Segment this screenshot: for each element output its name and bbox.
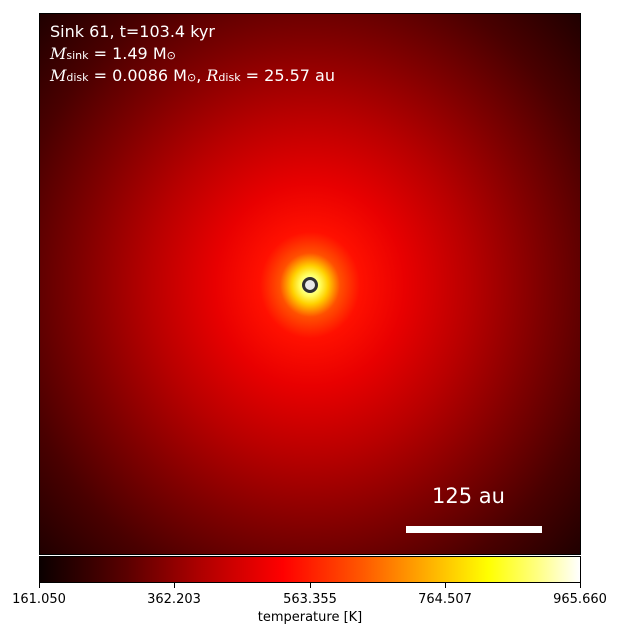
colorbar-label: temperature [K] (257, 610, 363, 625)
colorbar-tick (174, 583, 175, 588)
colorbar-tick-label: 161.050 (12, 592, 66, 607)
colorbar-tick-label: 764.507 (418, 592, 472, 607)
temperature-map: Sink 61, t=103.4 kyr Msink = 1.49 M⊙ Mdi… (39, 13, 581, 555)
colorbar (39, 556, 581, 583)
colorbar-tick (580, 583, 581, 588)
colorbar-tick (310, 583, 311, 588)
colorbar-tick-label: 965.660 (553, 592, 607, 607)
colorbar-tick-label: 362.203 (147, 592, 201, 607)
colorbar-tick (39, 583, 40, 588)
disk-properties: Mdisk = 0.0086 M⊙, Rdisk = 25.57 au (50, 66, 335, 85)
sink-id-time: Sink 61, t=103.4 kyr (50, 22, 215, 41)
colorbar-tick-label: 563.355 (283, 592, 337, 607)
scale-bar (406, 526, 542, 533)
scale-bar-label: 125 au (432, 484, 505, 508)
colorbar-tick (445, 583, 446, 588)
sink-mass: Msink = 1.49 M⊙ (50, 44, 176, 63)
sink-marker (302, 277, 318, 293)
